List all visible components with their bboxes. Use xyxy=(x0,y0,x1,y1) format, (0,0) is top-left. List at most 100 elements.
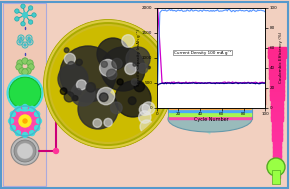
FancyBboxPatch shape xyxy=(271,117,282,119)
FancyBboxPatch shape xyxy=(274,168,280,170)
Circle shape xyxy=(138,63,148,73)
FancyBboxPatch shape xyxy=(269,63,285,65)
Circle shape xyxy=(208,91,213,95)
Circle shape xyxy=(101,61,107,67)
Circle shape xyxy=(29,41,31,43)
Circle shape xyxy=(8,119,14,123)
FancyBboxPatch shape xyxy=(273,162,280,163)
Wedge shape xyxy=(25,121,39,131)
FancyBboxPatch shape xyxy=(271,119,282,121)
Circle shape xyxy=(25,68,31,74)
FancyBboxPatch shape xyxy=(271,98,284,100)
FancyBboxPatch shape xyxy=(271,120,282,122)
Circle shape xyxy=(10,112,15,116)
FancyBboxPatch shape xyxy=(269,78,284,80)
Circle shape xyxy=(60,46,116,102)
FancyBboxPatch shape xyxy=(270,93,284,94)
Circle shape xyxy=(77,80,86,90)
Circle shape xyxy=(107,69,117,79)
FancyBboxPatch shape xyxy=(271,112,283,114)
Circle shape xyxy=(99,93,108,101)
Circle shape xyxy=(14,140,36,162)
Circle shape xyxy=(126,47,150,71)
Circle shape xyxy=(115,81,151,117)
FancyBboxPatch shape xyxy=(169,106,251,108)
Circle shape xyxy=(23,12,28,18)
FancyBboxPatch shape xyxy=(274,173,280,175)
FancyBboxPatch shape xyxy=(269,56,286,58)
FancyBboxPatch shape xyxy=(270,91,284,93)
Wedge shape xyxy=(15,107,25,121)
FancyBboxPatch shape xyxy=(268,47,286,49)
Ellipse shape xyxy=(168,81,252,107)
Wedge shape xyxy=(15,121,25,135)
FancyBboxPatch shape xyxy=(272,125,282,127)
Circle shape xyxy=(27,60,33,66)
Circle shape xyxy=(73,95,78,101)
Circle shape xyxy=(22,58,28,64)
FancyBboxPatch shape xyxy=(274,171,280,173)
Ellipse shape xyxy=(170,82,250,106)
Y-axis label: Specific Capacity (mAh g⁻¹): Specific Capacity (mAh g⁻¹) xyxy=(137,29,141,86)
FancyBboxPatch shape xyxy=(272,136,282,137)
FancyBboxPatch shape xyxy=(274,172,280,174)
FancyBboxPatch shape xyxy=(272,124,282,126)
Wedge shape xyxy=(25,121,35,135)
Circle shape xyxy=(104,118,112,127)
Circle shape xyxy=(30,106,35,111)
Circle shape xyxy=(142,102,155,115)
FancyBboxPatch shape xyxy=(273,143,281,145)
FancyBboxPatch shape xyxy=(273,149,281,150)
Circle shape xyxy=(19,68,25,74)
FancyBboxPatch shape xyxy=(269,64,285,66)
Circle shape xyxy=(68,62,75,69)
Wedge shape xyxy=(22,106,28,121)
Circle shape xyxy=(93,119,102,127)
Ellipse shape xyxy=(168,106,252,132)
FancyBboxPatch shape xyxy=(268,49,286,50)
Circle shape xyxy=(35,125,40,130)
FancyBboxPatch shape xyxy=(273,155,281,157)
Circle shape xyxy=(15,17,19,21)
FancyBboxPatch shape xyxy=(271,114,283,115)
Circle shape xyxy=(71,82,95,106)
Circle shape xyxy=(21,4,25,9)
FancyBboxPatch shape xyxy=(269,67,285,68)
FancyBboxPatch shape xyxy=(272,121,282,123)
Circle shape xyxy=(75,88,81,95)
FancyBboxPatch shape xyxy=(169,102,251,105)
FancyBboxPatch shape xyxy=(273,159,281,161)
Circle shape xyxy=(17,143,33,159)
Wedge shape xyxy=(22,121,28,136)
Circle shape xyxy=(20,37,22,39)
Circle shape xyxy=(15,9,19,13)
FancyBboxPatch shape xyxy=(269,73,285,75)
FancyBboxPatch shape xyxy=(269,74,285,76)
FancyBboxPatch shape xyxy=(271,103,283,105)
Circle shape xyxy=(44,20,172,148)
Circle shape xyxy=(140,120,154,134)
Circle shape xyxy=(28,20,33,24)
Circle shape xyxy=(22,69,28,75)
FancyBboxPatch shape xyxy=(270,82,284,84)
Circle shape xyxy=(86,83,95,92)
Circle shape xyxy=(101,47,145,91)
Circle shape xyxy=(19,41,21,43)
FancyBboxPatch shape xyxy=(273,145,281,146)
FancyBboxPatch shape xyxy=(271,107,283,109)
Circle shape xyxy=(134,81,144,92)
Wedge shape xyxy=(10,118,25,124)
FancyBboxPatch shape xyxy=(270,81,284,83)
Circle shape xyxy=(267,158,285,176)
FancyBboxPatch shape xyxy=(273,154,281,156)
Wedge shape xyxy=(25,111,39,121)
Circle shape xyxy=(23,132,28,138)
Circle shape xyxy=(131,79,138,85)
Circle shape xyxy=(48,24,168,144)
FancyBboxPatch shape xyxy=(274,176,280,178)
FancyBboxPatch shape xyxy=(271,108,283,110)
Circle shape xyxy=(64,53,75,64)
Circle shape xyxy=(37,119,41,123)
FancyBboxPatch shape xyxy=(273,156,281,158)
FancyBboxPatch shape xyxy=(270,90,284,92)
